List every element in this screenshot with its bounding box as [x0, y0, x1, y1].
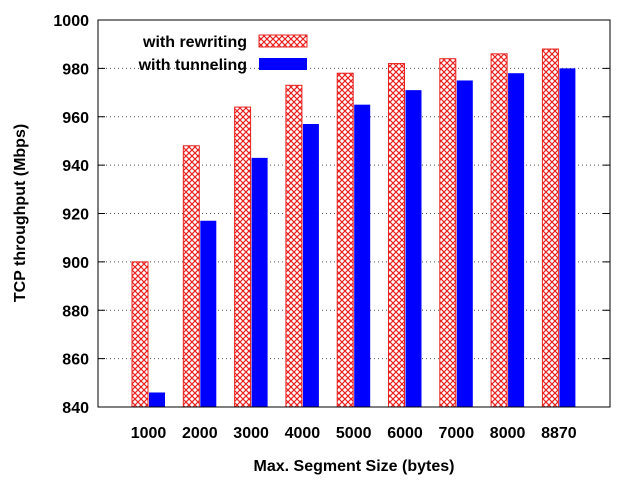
bar-with-rewriting: [285, 84, 303, 408]
x-tick-label: 4000: [285, 425, 321, 442]
bar-with-rewriting: [388, 63, 405, 408]
x-tick-label: 8000: [490, 425, 526, 442]
y-tick-label: 900: [62, 255, 89, 272]
y-tick-label: 840: [62, 400, 89, 417]
y-axis-label: TCP throughput (Mbps): [12, 124, 29, 302]
y-tick-label: 960: [62, 110, 89, 127]
y-tick-label: 920: [62, 207, 89, 224]
bar-with-tunneling: [200, 220, 217, 407]
x-tick-label: 1000: [131, 425, 167, 442]
bar-with-rewriting: [182, 145, 200, 408]
bar-with-tunneling: [508, 73, 525, 408]
bar-with-rewriting: [490, 53, 508, 408]
x-tick-label: 7000: [439, 425, 475, 442]
plot-frame: [97, 19, 611, 408]
bar-with-tunneling: [456, 80, 473, 407]
legend: with rewriting with tunneling: [138, 34, 308, 74]
x-tick-label: 2000: [182, 425, 218, 442]
y-tick-label: 880: [62, 303, 89, 320]
bar-with-tunneling: [405, 90, 422, 408]
bar-with-rewriting: [234, 106, 252, 408]
x-tick-label: 5000: [336, 425, 372, 442]
y-tick-label: 940: [62, 158, 89, 175]
legend-swatch: [259, 58, 307, 70]
x-tick-label: 3000: [233, 425, 269, 442]
bar-with-rewriting: [439, 58, 457, 408]
y-tick-label: 860: [62, 352, 89, 369]
legend-label: with rewriting: [142, 34, 247, 51]
bar-with-tunneling: [251, 157, 268, 407]
legend-label: with tunneling: [138, 57, 247, 74]
grid-lines: [98, 67, 610, 360]
x-axis-label: Max. Segment Size (bytes): [254, 458, 455, 475]
bar-with-rewriting: [541, 48, 559, 408]
bar-with-rewriting: [131, 261, 149, 408]
y-tick-label: 980: [62, 61, 89, 78]
x-tick-label: 6000: [387, 425, 423, 442]
bar-with-tunneling: [302, 124, 319, 407]
bar-with-tunneling: [559, 68, 576, 407]
bar-with-tunneling: [149, 392, 165, 407]
y-tick-label: 1000: [53, 13, 89, 30]
legend-swatch: [258, 34, 308, 48]
bar-with-rewriting: [336, 72, 354, 408]
bar-with-tunneling: [354, 104, 371, 407]
axes: 840 860 880 900 920 940 960 980 1000 1000 2000 3000…: [53, 13, 611, 442]
bars: [131, 48, 576, 408]
x-tick-label: 8870: [541, 425, 577, 442]
